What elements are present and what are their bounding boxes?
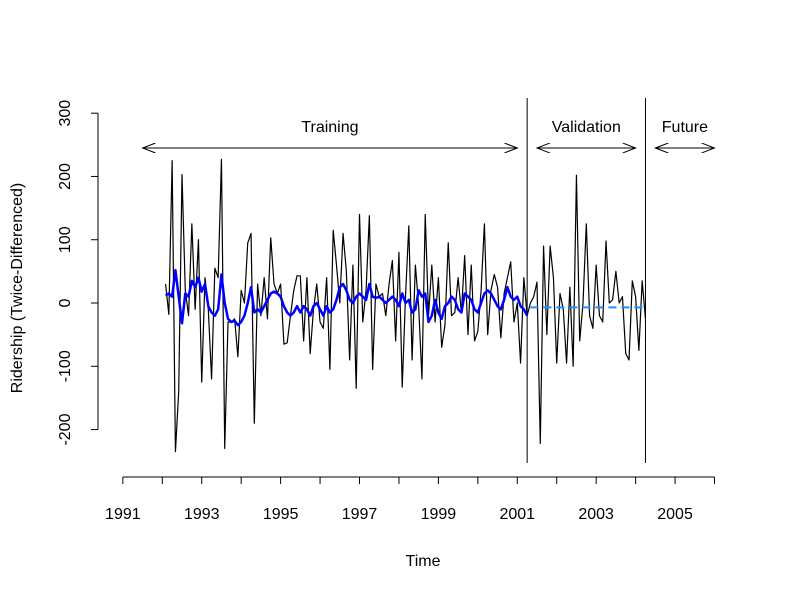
y-tick-label: 200 (57, 163, 74, 190)
x-tick-label: 1997 (342, 506, 378, 523)
y-tick-label: 100 (57, 226, 74, 253)
x-tick-label: 1991 (105, 506, 141, 523)
y-tick-label: 0 (57, 298, 74, 307)
x-tick-label: 2001 (499, 506, 535, 523)
period-label: Future (662, 119, 708, 136)
x-tick-label: 2003 (578, 506, 614, 523)
y-tick-label: 300 (57, 100, 74, 127)
x-axis-label: Time (406, 553, 441, 570)
y-axis-label: Ridership (Twice-Differenced) (9, 183, 26, 393)
y-tick-label: -100 (57, 350, 74, 382)
period-label: Training (301, 119, 358, 136)
series-line (164, 268, 529, 327)
y-tick-label: -200 (57, 413, 74, 445)
x-tick-label: 1995 (263, 506, 299, 523)
x-tick-label: 2005 (657, 506, 693, 523)
x-tick-label: 1993 (184, 506, 220, 523)
period-label: Validation (552, 119, 621, 136)
series-line (164, 158, 647, 453)
x-tick-label: 1999 (421, 506, 457, 523)
